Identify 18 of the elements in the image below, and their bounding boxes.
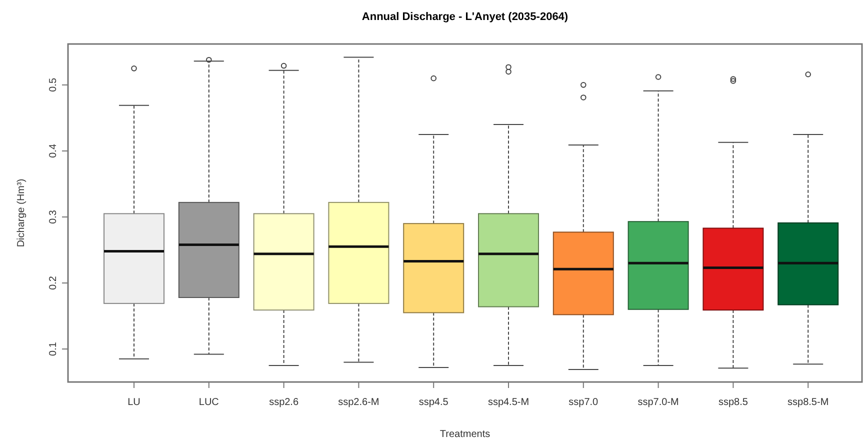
x-tick-label: ssp2.6-M (338, 397, 380, 408)
x-tick-label: ssp4.5 (418, 397, 449, 408)
x-tick-label: LUC (198, 397, 219, 408)
y-tick-label: 0.2 (48, 276, 59, 290)
x-tick-label: ssp4.5-M (488, 397, 530, 408)
y-tick-label: 0.1 (48, 342, 59, 356)
x-tick-label: ssp2.6 (269, 397, 299, 408)
y-tick-label: 0.3 (48, 210, 59, 224)
x-tick-label: ssp8.5 (718, 397, 748, 408)
x-tick-label: ssp7.0-M (638, 397, 679, 408)
x-tick-label: ssp7.0 (568, 397, 599, 408)
y-tick-label: 0.4 (48, 144, 59, 158)
x-axis-title: Treatments (440, 429, 490, 440)
y-tick-label: 0.5 (48, 78, 59, 92)
x-tick-label: ssp8.5-M (788, 397, 829, 408)
y-axis-title: Dicharge (Hm³) (16, 178, 27, 248)
x-tick-label: LU (128, 397, 140, 408)
chart-title: Annual Discharge - L'Anyet (2035-2064) (362, 11, 568, 23)
